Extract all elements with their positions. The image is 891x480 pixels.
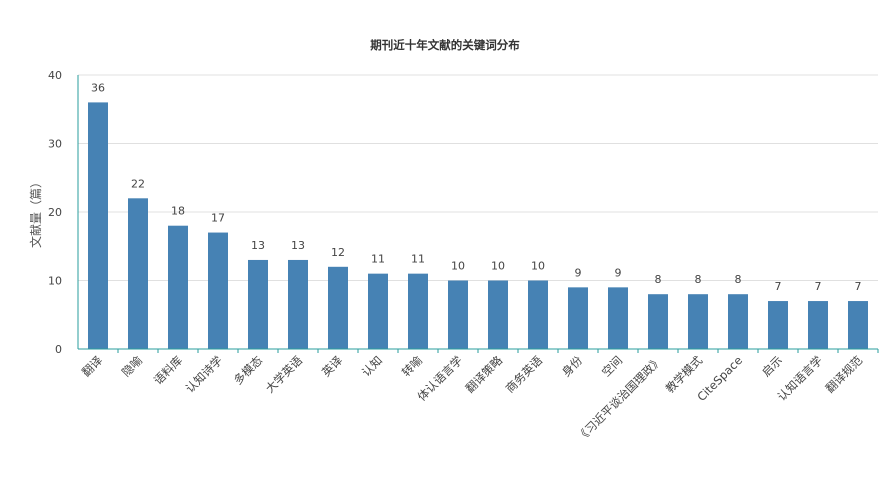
x-tick-label: 启示 (759, 353, 785, 379)
bar[interactable] (208, 232, 228, 349)
x-tick-label: 商务英语 (503, 353, 546, 396)
bar[interactable] (168, 225, 188, 349)
chart-title: 期刊近十年文献的关键词分布 (370, 38, 520, 52)
y-axis-label: 文献量（篇） (28, 176, 43, 248)
bars: 36 22 18 17 13 13 12 11 11 10 10 10 9 9 8 8 8 7 7 7 (88, 81, 868, 350)
x-tick-label: 认知 (359, 353, 385, 379)
data-label: 13 (291, 239, 305, 252)
data-label: 9 (615, 266, 622, 279)
bar[interactable] (288, 259, 308, 349)
data-label: 9 (575, 266, 582, 279)
x-tick-label: 认知诗学 (183, 353, 225, 395)
bar[interactable] (368, 273, 388, 349)
bar[interactable] (448, 280, 468, 350)
data-label: 8 (655, 273, 662, 286)
x-tick-label: 翻译策略 (463, 353, 506, 396)
bar[interactable] (488, 280, 508, 350)
x-tick-label: 语料库 (151, 353, 185, 387)
y-tick-label: 0 (55, 343, 62, 356)
data-label: 7 (855, 280, 862, 293)
data-label: 13 (251, 239, 265, 252)
x-tick-label: 多模态 (231, 353, 266, 388)
data-label: 36 (91, 81, 105, 94)
gridlines (78, 74, 878, 281)
bar[interactable] (848, 301, 868, 349)
bar[interactable] (688, 294, 708, 349)
data-label: 11 (371, 253, 385, 266)
bar[interactable] (768, 301, 788, 349)
y-tick-label: 20 (48, 206, 62, 219)
data-label: 10 (531, 260, 545, 273)
bar[interactable] (408, 273, 428, 349)
bar[interactable] (88, 102, 108, 350)
data-label: 11 (411, 253, 425, 266)
x-tick-label: 空间 (599, 353, 625, 379)
data-label: 18 (171, 205, 185, 218)
bar[interactable] (608, 287, 628, 349)
data-label: 12 (331, 246, 345, 259)
bar[interactable] (528, 280, 548, 350)
x-tick-label: 身份 (559, 353, 586, 380)
x-tick-label: 转喻 (399, 353, 426, 380)
bar[interactable] (808, 301, 828, 349)
bar[interactable] (128, 198, 148, 349)
x-tick-label: 翻译规范 (823, 353, 866, 396)
x-tick-label: 英译 (319, 353, 346, 380)
bar[interactable] (328, 266, 348, 349)
data-label: 7 (815, 280, 822, 293)
bar[interactable] (248, 259, 268, 349)
bar[interactable] (728, 294, 748, 349)
bar[interactable] (648, 294, 668, 349)
data-label: 8 (695, 273, 702, 286)
data-label: 8 (735, 273, 742, 286)
y-tick-label: 10 (48, 275, 62, 288)
x-tick-label: 大学英语 (263, 353, 306, 396)
x-tick-label: 隐喻 (119, 353, 146, 380)
data-label: 10 (451, 260, 465, 273)
y-tick-label: 30 (48, 138, 62, 151)
bar[interactable] (568, 287, 588, 349)
data-label: 10 (491, 260, 505, 273)
y-tick-label: 40 (48, 69, 62, 82)
x-tick-label: 翻译 (79, 353, 106, 380)
data-label: 17 (211, 212, 225, 225)
data-label: 7 (775, 280, 782, 293)
data-label: 22 (131, 177, 145, 190)
